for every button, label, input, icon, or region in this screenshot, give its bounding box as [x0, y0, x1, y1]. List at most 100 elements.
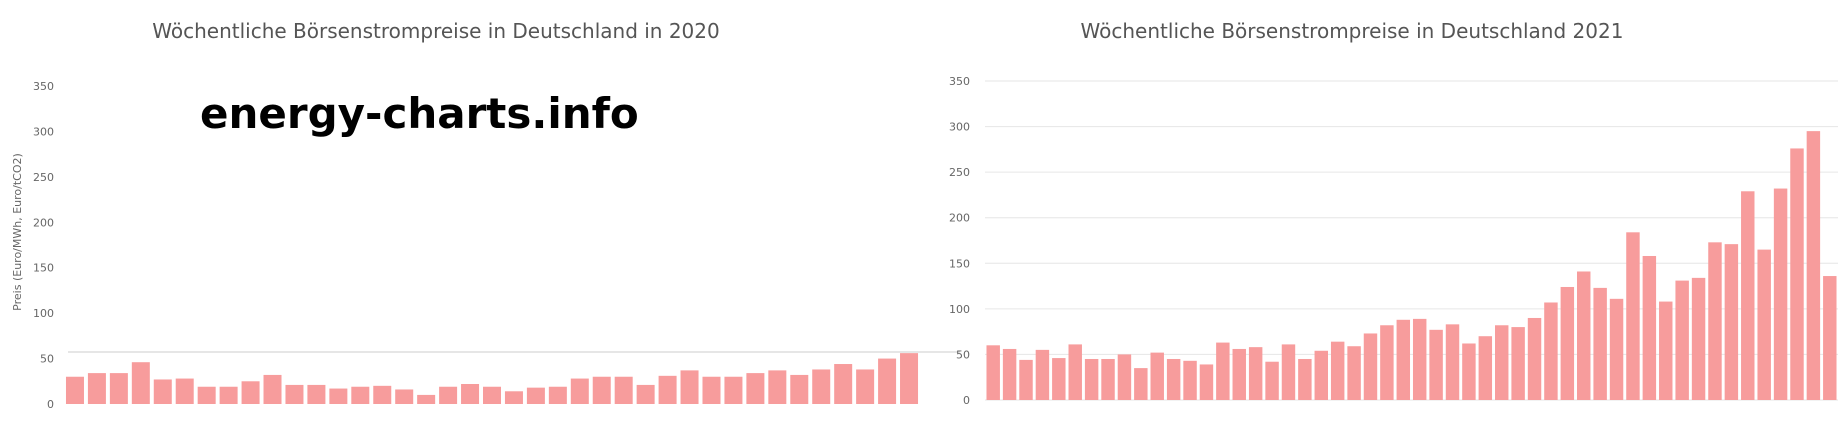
- bar: [986, 345, 1000, 400]
- bar: [1462, 343, 1476, 400]
- y-tick-label: 350: [949, 75, 970, 88]
- bar: [109, 373, 128, 404]
- bar: [1134, 368, 1148, 400]
- y-tick-label: 50: [956, 348, 970, 361]
- bar: [636, 384, 655, 404]
- bar: [1232, 348, 1246, 400]
- bar: [614, 376, 633, 404]
- chart-2020-ylabel: Preis (Euro/MWh, Euro/tCO2): [11, 153, 24, 311]
- bar: [1708, 242, 1722, 400]
- bar: [439, 386, 458, 404]
- bar: [1380, 325, 1394, 400]
- bar: [1347, 346, 1361, 400]
- bar: [417, 394, 436, 404]
- bar: [1675, 280, 1689, 400]
- y-tick-label: 50: [40, 353, 54, 366]
- bar: [1790, 148, 1804, 400]
- bar: [680, 370, 699, 404]
- bar: [1150, 352, 1164, 400]
- bar: [1445, 324, 1460, 400]
- bar: [1298, 358, 1312, 400]
- y-tick-label: 150: [949, 257, 970, 270]
- bar: [900, 353, 919, 404]
- y-tick-label: 200: [949, 212, 970, 225]
- bar: [1265, 361, 1279, 400]
- bar: [1084, 358, 1099, 400]
- bar: [351, 386, 370, 404]
- bar: [307, 384, 326, 404]
- bar: [1183, 360, 1197, 400]
- bar: [570, 378, 589, 404]
- bar: [329, 388, 348, 404]
- bar: [1052, 358, 1066, 400]
- bar: [1626, 232, 1640, 400]
- bar: [285, 384, 304, 404]
- bar: [812, 369, 831, 404]
- bar: [1363, 333, 1378, 400]
- bar: [65, 376, 84, 404]
- bar: [1741, 191, 1755, 400]
- y-tick-label: 150: [33, 262, 54, 275]
- bar: [219, 386, 238, 404]
- bar: [1560, 286, 1575, 400]
- bar: [395, 389, 414, 404]
- bar: [263, 374, 282, 404]
- bar: [1806, 131, 1821, 400]
- bar: [1216, 342, 1230, 400]
- bar: [1527, 317, 1542, 400]
- y-tick-label: 100: [949, 303, 970, 316]
- bar: [702, 376, 721, 404]
- y-tick-label: 0: [47, 398, 54, 411]
- bar: [1642, 255, 1657, 400]
- bar: [1495, 325, 1509, 400]
- bar: [790, 374, 809, 404]
- bar: [131, 362, 150, 404]
- bar: [1330, 341, 1345, 400]
- y-tick-label: 300: [33, 125, 54, 138]
- bar: [241, 381, 260, 404]
- bar: [1248, 347, 1263, 400]
- bar: [1757, 249, 1771, 400]
- y-tick-label: 200: [33, 216, 54, 229]
- bar: [1101, 358, 1115, 400]
- bar: [1544, 302, 1558, 400]
- y-tick-label: 250: [949, 166, 970, 179]
- bar: [724, 376, 743, 404]
- bar: [1429, 329, 1443, 400]
- chart-2021-title: Wöchentliche Börsenstrompreise in Deutsc…: [1081, 19, 1624, 43]
- chart-2020: Wöchentliche Börsenstrompreise in Deutsc…: [11, 19, 960, 411]
- bar: [197, 386, 216, 404]
- chart-2021: Wöchentliche Börsenstrompreise in Deutsc…: [949, 19, 1838, 407]
- bar: [768, 370, 787, 404]
- bar: [175, 378, 194, 404]
- y-tick-label: 300: [949, 121, 970, 134]
- bar: [1609, 298, 1624, 400]
- bar: [1478, 336, 1493, 400]
- bar: [1724, 244, 1739, 400]
- bar: [87, 373, 106, 404]
- bar: [504, 391, 523, 404]
- y-tick-label: 0: [963, 394, 970, 407]
- bar: [1035, 349, 1050, 400]
- bar: [1823, 276, 1837, 400]
- bar: [1068, 344, 1082, 400]
- bar: [1773, 188, 1788, 400]
- bar: [856, 369, 875, 404]
- bar: [1002, 348, 1017, 400]
- chart-2020-title: Wöchentliche Börsenstrompreise in Deutsc…: [152, 19, 719, 43]
- y-tick-label: 350: [33, 80, 54, 93]
- bar: [1314, 350, 1328, 400]
- bar: [526, 387, 545, 404]
- bar: [1659, 301, 1673, 400]
- bar: [1117, 354, 1132, 400]
- bar: [658, 375, 677, 404]
- bar: [1281, 344, 1296, 400]
- y-tick-label: 250: [33, 171, 54, 184]
- bar: [746, 373, 765, 404]
- bar: [373, 385, 392, 404]
- bar: [483, 386, 501, 404]
- bar: [153, 379, 172, 404]
- bar: [1019, 359, 1033, 400]
- y-tick-label: 100: [33, 307, 54, 320]
